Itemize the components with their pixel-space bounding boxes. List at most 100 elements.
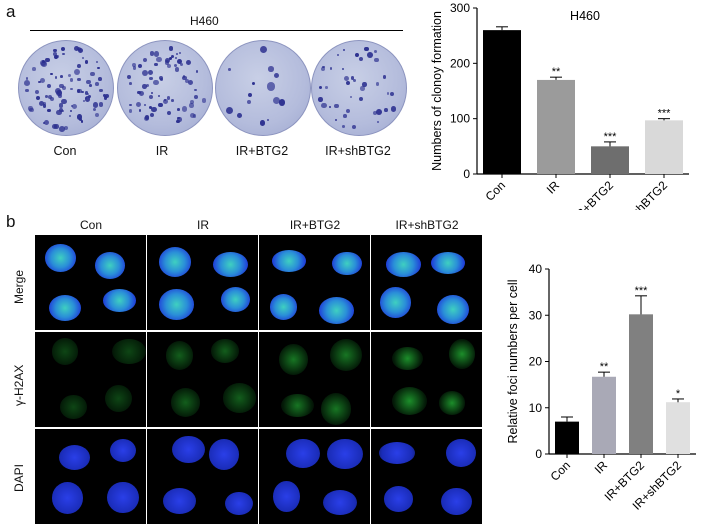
cell-nucleus bbox=[332, 251, 362, 276]
colony-dot bbox=[187, 79, 193, 86]
colony-dot bbox=[141, 70, 148, 77]
cell-nucleus bbox=[109, 438, 137, 463]
colony-dot bbox=[176, 107, 180, 111]
colony-dot bbox=[225, 106, 234, 115]
colony-dot bbox=[86, 79, 91, 84]
colony-dot bbox=[320, 102, 327, 109]
colony-dot bbox=[149, 51, 155, 56]
colony-dot bbox=[70, 78, 74, 82]
colony-dot bbox=[142, 84, 147, 89]
colony-dot bbox=[252, 81, 256, 85]
colony-dot bbox=[43, 120, 49, 126]
colony-dot bbox=[383, 108, 388, 112]
cell-nucleus bbox=[327, 438, 363, 469]
microscopy-grid bbox=[35, 235, 485, 525]
panel-a-letter: a bbox=[6, 2, 16, 21]
colony-dot bbox=[89, 84, 92, 87]
colony-dot bbox=[24, 80, 31, 86]
colony-dot bbox=[36, 95, 41, 100]
micro-tile-h2ax-2 bbox=[147, 332, 258, 427]
colony-dot bbox=[43, 101, 47, 105]
colony-dot bbox=[267, 82, 276, 91]
colony-dot bbox=[334, 103, 339, 109]
cell-nucleus bbox=[45, 243, 77, 272]
plate-label-con: Con bbox=[53, 144, 77, 158]
colony-dot bbox=[182, 75, 187, 80]
cell-nucleus bbox=[162, 487, 197, 514]
colony-dot bbox=[45, 95, 48, 99]
micro-tile-dapi-1 bbox=[35, 429, 146, 524]
colony-dot bbox=[192, 114, 197, 119]
cell-nucleus bbox=[438, 391, 466, 415]
colony-dot bbox=[150, 92, 154, 95]
colony-dot bbox=[84, 91, 89, 95]
cell-nucleus bbox=[48, 295, 81, 322]
colony-dot bbox=[342, 125, 345, 128]
colony-dot bbox=[149, 76, 153, 81]
colony-dot bbox=[77, 46, 82, 51]
colony-dot bbox=[273, 73, 279, 79]
colony-dot bbox=[367, 52, 374, 58]
grid-col-label-ir-shbtg2: IR+shBTG2 bbox=[395, 218, 459, 232]
colony-dot bbox=[362, 82, 367, 87]
micro-tile-merge-3 bbox=[259, 235, 370, 330]
colony-dot bbox=[52, 48, 57, 53]
colony-dot bbox=[92, 108, 96, 112]
x-tick-label-4: IR+shBTG2 bbox=[616, 178, 671, 210]
colony-dot bbox=[390, 106, 397, 112]
colony-dot bbox=[42, 104, 47, 108]
colony-dot bbox=[62, 52, 66, 56]
colony-dot bbox=[95, 61, 99, 64]
cell-nucleus bbox=[224, 491, 253, 516]
colony-dot bbox=[179, 62, 183, 67]
colony-dot bbox=[329, 67, 333, 70]
cell-nucleus bbox=[220, 286, 250, 312]
y-tick-label: 300 bbox=[450, 1, 470, 15]
cell-nucleus bbox=[165, 341, 194, 370]
colony-dot bbox=[60, 75, 64, 79]
cell-nucleus bbox=[158, 246, 192, 277]
colony-dot bbox=[70, 104, 73, 107]
colony-dot bbox=[58, 102, 64, 108]
colony-dot bbox=[132, 66, 137, 70]
colony-dot bbox=[190, 100, 195, 104]
cell-nucleus bbox=[104, 385, 133, 413]
significance-3: *** bbox=[635, 285, 649, 297]
colony-dot bbox=[69, 109, 72, 112]
grid-row-label-dapi: DAPI bbox=[12, 463, 26, 492]
colony-dot bbox=[84, 96, 87, 99]
colony-dot bbox=[194, 88, 197, 92]
colony-dot bbox=[168, 46, 174, 51]
micro-tile-dapi-3 bbox=[259, 429, 370, 524]
cell-nucleus bbox=[329, 339, 363, 372]
colony-dot bbox=[159, 77, 164, 81]
grid-col-label-ir-btg2: IR+BTG2 bbox=[289, 218, 341, 232]
colony-dot bbox=[77, 64, 81, 69]
colony-dot bbox=[88, 94, 92, 98]
micro-tile-h2ax-4 bbox=[371, 332, 482, 427]
colony-dot bbox=[182, 106, 188, 112]
cell-nucleus bbox=[210, 339, 239, 363]
colony-dot bbox=[375, 108, 382, 115]
colony-dot bbox=[45, 57, 50, 62]
colony-dot bbox=[189, 112, 195, 118]
colony-dot bbox=[373, 49, 377, 53]
colony-dot bbox=[129, 103, 132, 107]
colony-dot bbox=[145, 84, 150, 88]
colony-dot bbox=[149, 95, 154, 100]
colony-dot bbox=[97, 66, 100, 69]
colony-dot bbox=[318, 86, 322, 90]
cell-nucleus bbox=[431, 251, 465, 274]
grid-col-label-ir: IR bbox=[197, 218, 209, 232]
y-tick-label: 0 bbox=[535, 447, 542, 461]
colony-dot bbox=[104, 94, 109, 99]
colony-dot bbox=[61, 99, 67, 105]
colony-dot bbox=[349, 95, 352, 98]
colony-dot bbox=[39, 77, 46, 84]
colony-dot bbox=[81, 90, 84, 93]
colony-dot bbox=[39, 100, 45, 107]
y-tick-label: 0 bbox=[463, 167, 470, 181]
colony-dot bbox=[40, 60, 46, 66]
colony-dot bbox=[99, 88, 103, 93]
colony-dot bbox=[148, 105, 152, 109]
